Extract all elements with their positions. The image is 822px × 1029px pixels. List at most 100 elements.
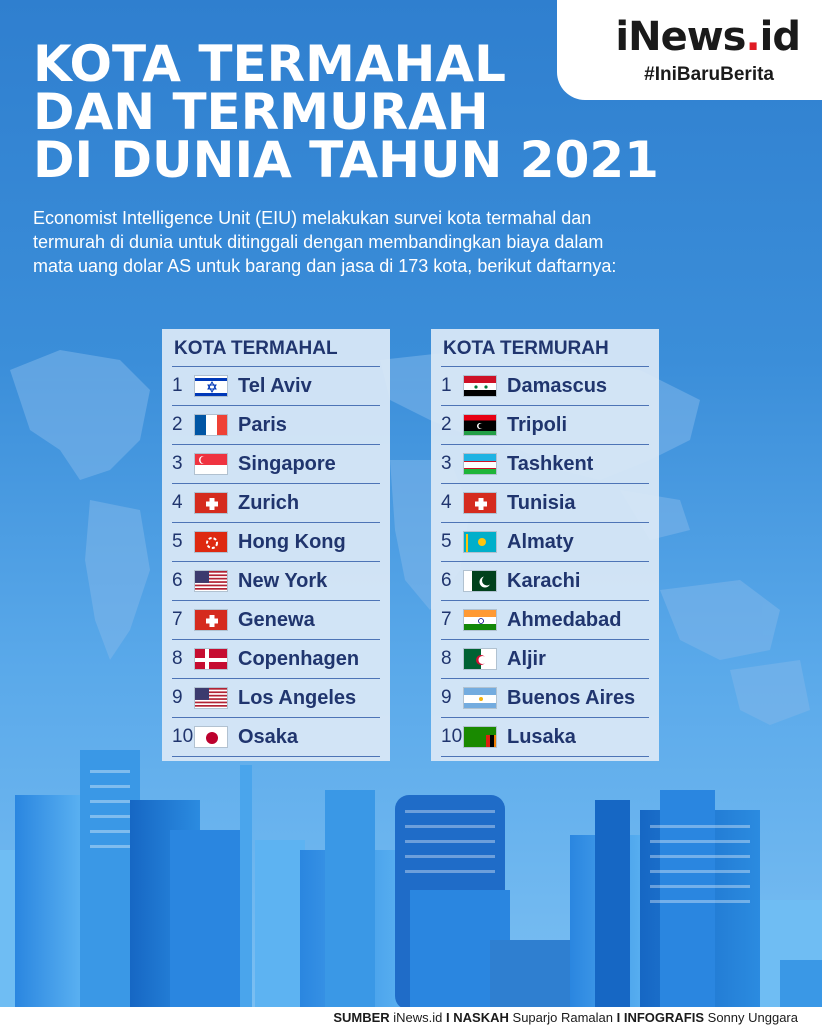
- rank-number: 6: [441, 570, 452, 591]
- expensive-city-row: 1 Tel Aviv: [172, 367, 380, 406]
- cheap-city-row: 6 Karachi: [441, 562, 649, 601]
- expensive-city-row: 9 Los Angeles: [172, 679, 380, 718]
- brand-box: iNews.id #IniBaruBerita: [557, 0, 822, 100]
- city-name: New York: [238, 569, 328, 592]
- city-name: Copenhagen: [238, 647, 360, 670]
- city-name: Paris: [238, 413, 287, 436]
- cheap-header: KOTA TERMURAH: [441, 329, 649, 367]
- source-value: iNews.id: [393, 1010, 443, 1025]
- zambia-flag-icon: [463, 726, 497, 748]
- title-line-1: KOTA TERMAHAL: [33, 35, 506, 93]
- city-name: Tripoli: [507, 413, 567, 436]
- cheap-city-row: 10 Lusaka: [441, 718, 649, 757]
- inews-logo: iNews.id: [615, 14, 801, 60]
- rank-number: 10: [172, 726, 194, 747]
- brand-tagline: #IniBaruBerita: [644, 64, 774, 85]
- cheap-city-row: 4 Tunisia: [441, 484, 649, 523]
- city-name: Ahmedabad: [507, 608, 622, 631]
- kazakhstan-flag-icon: [463, 531, 497, 553]
- separator: I: [616, 1010, 621, 1025]
- city-name: Singapore: [238, 452, 336, 475]
- rank-number: 8: [172, 648, 183, 669]
- rank-number: 4: [172, 492, 183, 513]
- rank-number: 8: [441, 648, 452, 669]
- rank-number: 10: [441, 726, 463, 747]
- city-name: Tunisia: [507, 491, 576, 514]
- rank-number: 1: [172, 375, 183, 396]
- india-flag-icon: [463, 609, 497, 631]
- usa-flag-icon: [194, 687, 228, 709]
- hong-kong-flag-icon: [194, 531, 228, 553]
- logo-suffix: id: [759, 14, 801, 60]
- france-flag-icon: [194, 414, 228, 436]
- rank-number: 7: [441, 609, 452, 630]
- expensive-city-row: 8 Copenhagen: [172, 640, 380, 679]
- city-name: Almaty: [507, 530, 574, 553]
- denmark-flag-icon: [194, 648, 228, 670]
- cheap-city-row: 2 Tripoli: [441, 406, 649, 445]
- graphic-value: Sonny Unggara: [707, 1010, 798, 1025]
- rank-number: 7: [172, 609, 183, 630]
- libya-flag-icon: [463, 414, 497, 436]
- city-name: Hong Kong: [238, 530, 346, 553]
- rank-number: 2: [441, 414, 452, 435]
- title-line-2: DAN TERMURAH: [33, 83, 489, 141]
- expensive-city-row: 2 Paris: [172, 406, 380, 445]
- rank-number: 1: [441, 375, 452, 396]
- rank-number: 2: [172, 414, 183, 435]
- expensive-cities-table: KOTA TERMAHAL 1 Tel Aviv 2 Paris 3 Singapore 4…: [162, 329, 390, 761]
- switzerland-flag-icon: [194, 492, 228, 514]
- writer-value: Suparjo Ramalan: [512, 1010, 613, 1025]
- expensive-header: KOTA TERMAHAL: [172, 329, 380, 367]
- cheap-city-row: 8 Aljir: [441, 640, 649, 679]
- city-name: Tashkent: [507, 452, 594, 475]
- city-skyline-illustration: [0, 750, 822, 1010]
- logo-dot: .: [745, 14, 760, 60]
- rank-number: 5: [441, 531, 452, 552]
- singapore-flag-icon: [194, 453, 228, 475]
- rank-number: 4: [441, 492, 452, 513]
- uzbekistan-flag-icon: [463, 453, 497, 475]
- japan-flag-icon: [194, 726, 228, 748]
- algeria-flag-icon: [463, 648, 497, 670]
- city-name: Los Angeles: [238, 686, 357, 709]
- expensive-city-row: 3 Singapore: [172, 445, 380, 484]
- city-name: Aljir: [507, 647, 546, 670]
- cheap-cities-table: KOTA TERMURAH 1 Damascus 2 Tripoli 3 Tashkent…: [431, 329, 659, 761]
- source-label: SUMBER: [333, 1010, 390, 1025]
- rank-number: 9: [441, 687, 452, 708]
- rank-number: 3: [172, 453, 183, 474]
- expensive-city-row: 6 New York: [172, 562, 380, 601]
- world-map-background: [10, 350, 810, 725]
- writer-label: NASKAH: [453, 1010, 509, 1025]
- rank-number: 3: [441, 453, 452, 474]
- switzerland-flag-icon: [463, 492, 497, 514]
- argentina-flag-icon: [463, 687, 497, 709]
- cheap-city-row: 9 Buenos Aires: [441, 679, 649, 718]
- usa-flag-icon: [194, 570, 228, 592]
- expensive-city-row: 10 Osaka: [172, 718, 380, 757]
- city-name: Karachi: [507, 569, 581, 592]
- expensive-city-row: 7 Genewa: [172, 601, 380, 640]
- city-name: Damascus: [507, 374, 608, 397]
- city-name: Zurich: [238, 491, 300, 514]
- city-name: Tel Aviv: [238, 374, 312, 397]
- city-name: Buenos Aires: [507, 686, 636, 709]
- rank-number: 5: [172, 531, 183, 552]
- switzerland-flag-icon: [194, 609, 228, 631]
- logo-main: iNews: [615, 14, 746, 60]
- pakistan-flag-icon: [463, 570, 497, 592]
- city-name: Osaka: [238, 725, 299, 748]
- title-line-3: DI DUNIA TAHUN 2021: [33, 131, 659, 189]
- cheap-city-row: 1 Damascus: [441, 367, 649, 406]
- cheap-city-row: 5 Almaty: [441, 523, 649, 562]
- city-name: Genewa: [238, 608, 315, 631]
- expensive-city-row: 4 Zurich: [172, 484, 380, 523]
- israel-flag-icon: [194, 375, 228, 397]
- intro-description: Economist Intelligence Unit (EIU) melaku…: [33, 208, 617, 276]
- separator: I: [446, 1010, 450, 1025]
- rank-number: 6: [172, 570, 183, 591]
- syria-flag-icon: [463, 375, 497, 397]
- city-name: Lusaka: [507, 725, 576, 748]
- expensive-city-row: 5 Hong Kong: [172, 523, 380, 562]
